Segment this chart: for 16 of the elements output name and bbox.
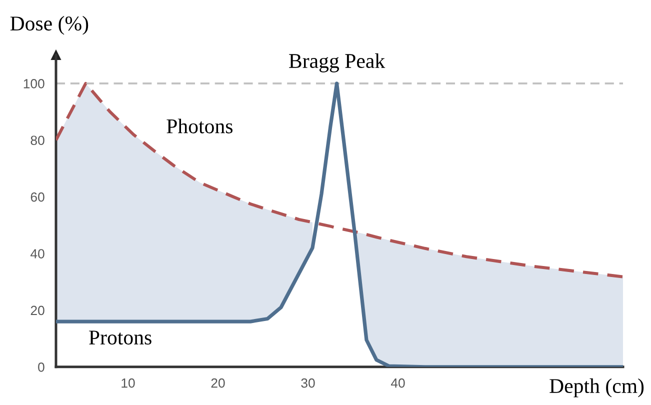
y-tick-label: 100: [24, 78, 44, 88]
series-label: Protons: [89, 330, 152, 345]
x-axis-title: Depth (cm): [550, 378, 644, 398]
y-tick-label: 40: [30, 249, 44, 258]
x-tick-label: 40: [390, 378, 405, 388]
series-label: Photons: [166, 118, 232, 134]
x-tick-label: 30: [301, 378, 315, 388]
x-tick-label: 10: [122, 378, 135, 388]
line-series: [56, 82, 624, 278]
y-axis-title: Dose (%): [10, 16, 88, 35]
y-tick-label: 60: [30, 192, 44, 202]
annotation: Bragg Peak: [289, 53, 386, 72]
y-tick-label: 20: [30, 306, 44, 316]
x-tick-label: 20: [211, 378, 225, 388]
y-tick-label: 80: [30, 136, 44, 146]
y-tick-label: 0: [38, 362, 44, 372]
